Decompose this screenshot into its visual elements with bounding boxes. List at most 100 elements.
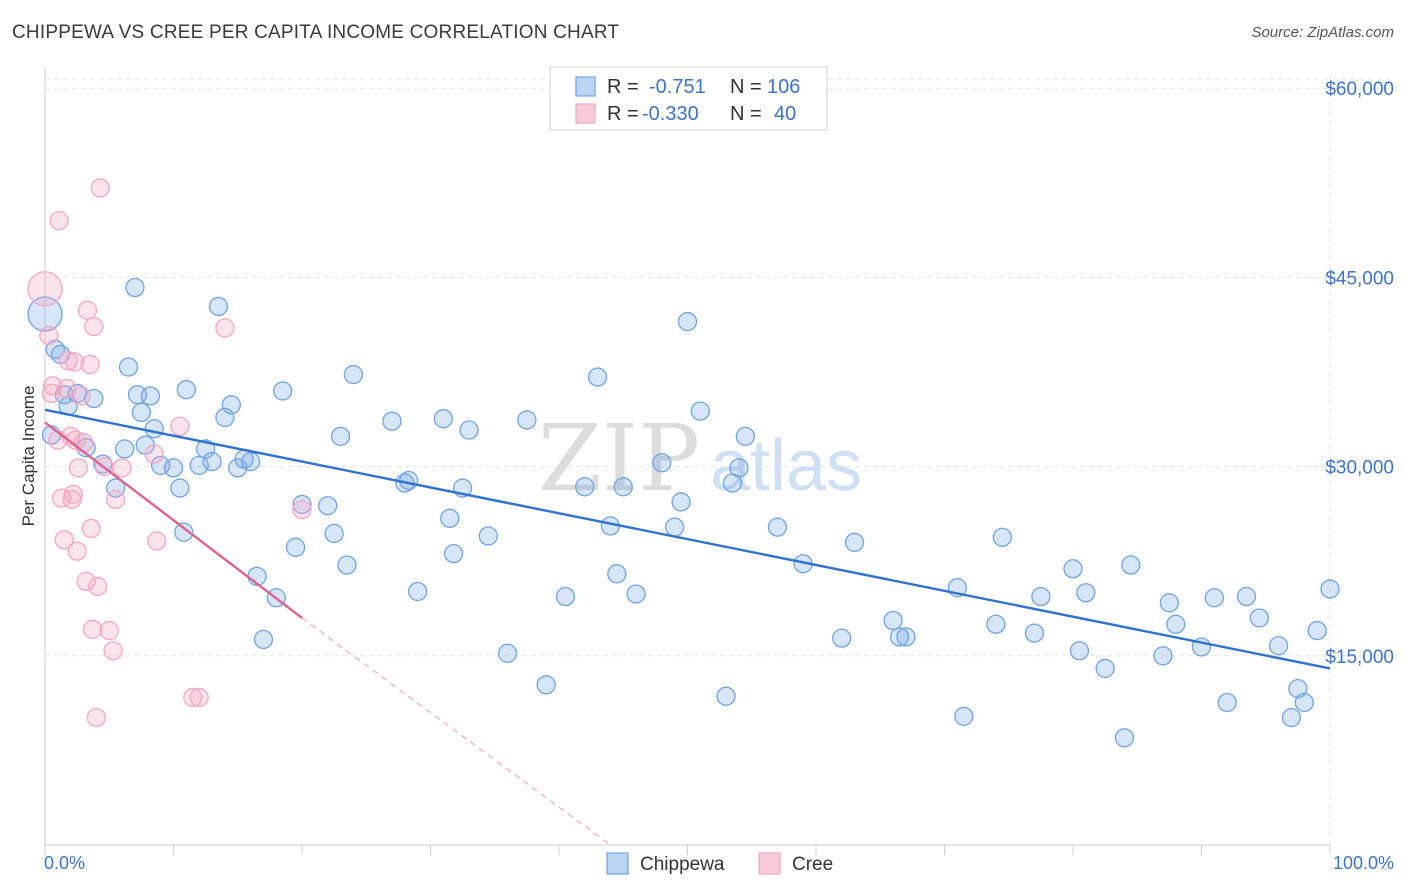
legend: R = -0.751 N = 106 R = -0.330 N = 40 bbox=[549, 66, 828, 131]
point-cree bbox=[39, 325, 59, 346]
point-chippewa bbox=[575, 477, 595, 497]
point-cree bbox=[49, 211, 69, 231]
legend-swatch-cree bbox=[575, 103, 596, 124]
point-chippewa bbox=[844, 532, 865, 552]
point-chippewa bbox=[555, 586, 576, 607]
x-tick-label-min: 0.0% bbox=[44, 853, 85, 873]
point-chippewa bbox=[170, 478, 190, 498]
point-cree bbox=[80, 354, 100, 375]
point-cree bbox=[183, 687, 203, 708]
point-chippewa bbox=[27, 296, 63, 332]
point-cree bbox=[27, 271, 63, 307]
bottom-legend-swatch-cree bbox=[758, 852, 781, 875]
point-cree bbox=[71, 386, 91, 406]
point-cree bbox=[82, 619, 103, 639]
point-chippewa bbox=[208, 296, 229, 317]
point-cree bbox=[292, 499, 312, 520]
point-chippewa bbox=[443, 543, 464, 564]
point-cree bbox=[54, 530, 74, 550]
point-chippewa bbox=[954, 706, 974, 726]
point-chippewa bbox=[626, 584, 646, 604]
y-tick-label: $15,000 bbox=[1325, 647, 1394, 668]
point-chippewa bbox=[690, 401, 710, 421]
legend-n-value-chippewa: 106 bbox=[767, 76, 800, 98]
point-cree bbox=[68, 458, 89, 478]
point-cree bbox=[63, 484, 83, 505]
point-chippewa bbox=[459, 420, 479, 440]
point-chippewa bbox=[1063, 559, 1083, 579]
legend-n-value-cree: 40 bbox=[774, 103, 796, 125]
point-chippewa bbox=[767, 517, 788, 537]
point-chippewa bbox=[106, 478, 126, 498]
point-cree bbox=[43, 376, 63, 396]
axes: $15,000 $30,000 $45,000 $60,000 bbox=[44, 68, 1394, 855]
legend-n-label-cree: N = bbox=[730, 103, 762, 125]
point-chippewa bbox=[440, 508, 460, 528]
legend-r-value-cree: -0.330 bbox=[642, 103, 699, 125]
point-chippewa bbox=[382, 411, 402, 431]
point-chippewa bbox=[1268, 636, 1289, 656]
point-chippewa bbox=[1031, 586, 1051, 607]
point-chippewa bbox=[607, 564, 627, 584]
point-chippewa bbox=[318, 496, 338, 516]
point-chippewa bbox=[1069, 641, 1090, 661]
point-cree bbox=[84, 316, 104, 337]
point-cree bbox=[73, 432, 94, 453]
grid bbox=[45, 75, 1395, 845]
legend-box bbox=[549, 66, 828, 131]
point-cree bbox=[189, 687, 209, 708]
point-chippewa bbox=[986, 614, 1006, 634]
point-chippewa bbox=[1114, 728, 1135, 748]
bottom-legend: Chippewa Cree bbox=[606, 852, 833, 875]
point-chippewa bbox=[517, 410, 537, 430]
point-chippewa bbox=[1204, 588, 1224, 608]
point-chippewa bbox=[677, 311, 698, 332]
point-chippewa bbox=[343, 364, 364, 385]
point-chippewa bbox=[497, 643, 518, 663]
point-chippewa bbox=[587, 367, 608, 387]
point-cree bbox=[81, 518, 101, 539]
point-chippewa bbox=[832, 628, 852, 648]
legend-r-label-chippewa: R = bbox=[607, 76, 639, 98]
point-chippewa bbox=[330, 426, 351, 446]
legend-swatch-chippewa bbox=[575, 76, 596, 97]
point-chippewa bbox=[1159, 593, 1180, 613]
point-chippewa bbox=[716, 686, 736, 706]
point-chippewa bbox=[1166, 614, 1186, 634]
point-cree bbox=[90, 178, 110, 198]
point-chippewa bbox=[1095, 658, 1115, 679]
point-chippewa bbox=[729, 458, 749, 478]
trend-line-chippewa bbox=[44, 408, 1331, 670]
point-chippewa bbox=[118, 357, 139, 377]
point-chippewa bbox=[221, 395, 241, 415]
point-chippewa bbox=[253, 629, 274, 650]
trend-lines bbox=[44, 408, 1331, 846]
point-chippewa bbox=[1076, 583, 1096, 603]
point-chippewa bbox=[125, 277, 145, 298]
point-chippewa bbox=[889, 627, 910, 647]
point-cree bbox=[52, 488, 72, 508]
point-chippewa bbox=[163, 458, 184, 478]
point-cree bbox=[112, 458, 132, 478]
bottom-legend-label-cree: Cree bbox=[792, 854, 833, 875]
point-chippewa bbox=[992, 527, 1012, 547]
point-chippewa bbox=[337, 555, 357, 575]
point-chippewa bbox=[883, 610, 903, 631]
point-cree bbox=[41, 383, 62, 404]
legend-r-label-cree: R = bbox=[607, 103, 639, 125]
point-chippewa bbox=[144, 419, 164, 439]
point-chippewa bbox=[399, 470, 419, 491]
point-cree bbox=[144, 444, 164, 464]
y-axis-label: Per Capita Income bbox=[19, 386, 38, 527]
point-cree bbox=[215, 318, 235, 338]
point-chippewa bbox=[202, 451, 222, 472]
point-cree bbox=[88, 576, 108, 597]
trend-extension-cree bbox=[301, 617, 611, 846]
point-cree bbox=[106, 489, 126, 510]
point-chippewa bbox=[1281, 707, 1302, 728]
point-cree bbox=[103, 641, 123, 661]
point-cree bbox=[58, 351, 78, 371]
points bbox=[27, 178, 1340, 748]
point-chippewa bbox=[1320, 579, 1340, 599]
